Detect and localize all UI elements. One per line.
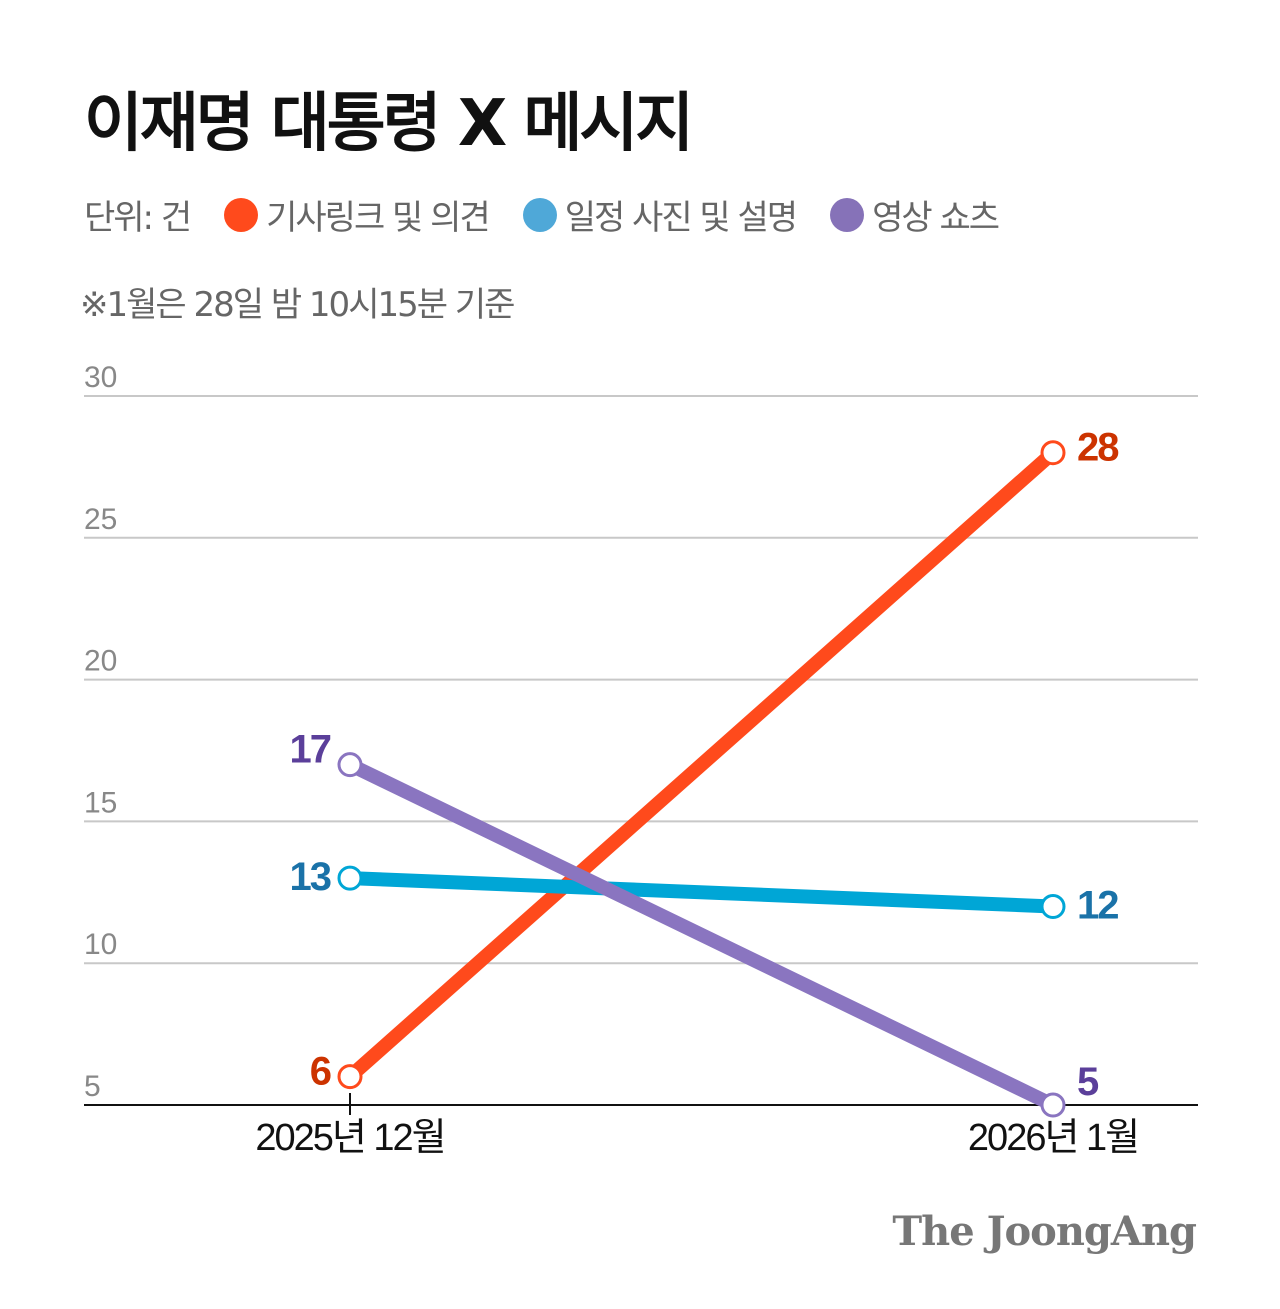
x-tick-label: 2026년 1월 xyxy=(968,1117,1138,1159)
data-label: 13 xyxy=(290,855,331,899)
data-label: 28 xyxy=(1077,426,1119,470)
legend-label: 기사링크 및 의견 xyxy=(266,198,491,238)
legend-label: 일정 사진 및 설명 xyxy=(564,198,798,238)
data-label: 6 xyxy=(310,1050,331,1094)
series-line xyxy=(343,445,1060,1084)
logo: The JoongAng xyxy=(892,1208,1197,1255)
data-point xyxy=(1040,440,1066,466)
legend-dot xyxy=(224,197,259,232)
legend: 단위: 건 기사링크 및 의견 일정 사진 및 설명 영상 쇼츠 xyxy=(84,190,1000,239)
y-tick-label: 10 xyxy=(84,928,117,961)
chart-title: 이재명 대통령 X 메시지 xyxy=(84,87,694,161)
data-point xyxy=(337,1064,363,1090)
footnote: ※1월은 28일 밤 10시15분 기준 xyxy=(80,285,515,325)
series-line xyxy=(343,871,1060,914)
legend-dot xyxy=(522,197,557,232)
y-tick-label: 30 xyxy=(84,361,117,394)
legend-item-schedule: 일정 사진 및 설명 xyxy=(522,190,798,239)
data-point xyxy=(337,865,363,891)
legend-label: 영상 쇼츠 xyxy=(872,198,1000,238)
legend-item-articles: 기사링크 및 의견 xyxy=(224,190,491,239)
data-label: 12 xyxy=(1077,883,1118,927)
series-line xyxy=(343,757,1060,1112)
legend-dot xyxy=(830,197,865,232)
y-tick-label: 20 xyxy=(84,645,117,678)
y-tick-label: 25 xyxy=(84,503,117,536)
y-tick-label: 5 xyxy=(84,1070,101,1103)
data-label: 17 xyxy=(290,728,331,772)
data-label: 5 xyxy=(1077,1060,1099,1104)
data-point xyxy=(1040,893,1066,919)
legend-item-shorts: 영상 쇼츠 xyxy=(830,190,1000,239)
unit-label: 단위: 건 xyxy=(84,198,192,238)
y-tick-label: 15 xyxy=(84,786,117,819)
x-tick-label: 2025년 12월 xyxy=(255,1117,444,1159)
data-point xyxy=(337,752,363,778)
data-point xyxy=(1040,1092,1066,1118)
